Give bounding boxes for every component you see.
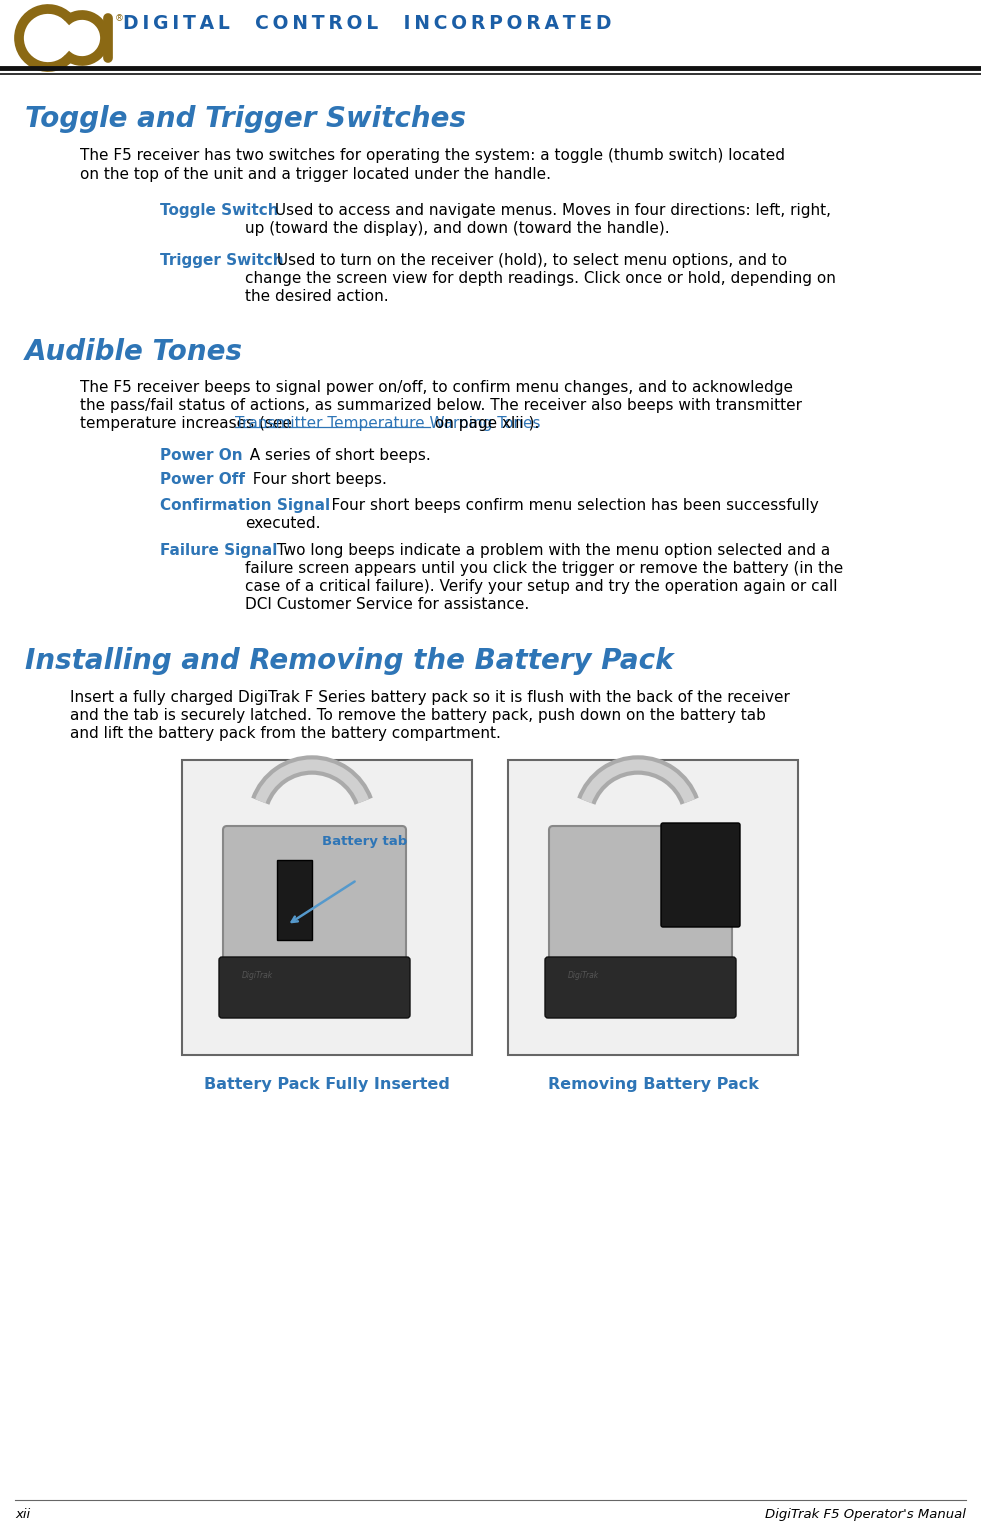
- Text: A series of short beeps.: A series of short beeps.: [240, 448, 431, 463]
- Text: on page xlii ).: on page xlii ).: [430, 416, 540, 431]
- Text: Four short beeps confirm menu selection has been successfully: Four short beeps confirm menu selection …: [312, 498, 819, 514]
- FancyBboxPatch shape: [182, 760, 472, 1055]
- Text: Removing Battery Pack: Removing Battery Pack: [547, 1077, 758, 1093]
- Text: Battery Pack Fully Inserted: Battery Pack Fully Inserted: [204, 1077, 450, 1093]
- Text: DCI Customer Service for assistance.: DCI Customer Service for assistance.: [245, 597, 530, 613]
- Text: DigiTrak: DigiTrak: [568, 971, 599, 980]
- FancyBboxPatch shape: [219, 957, 410, 1018]
- Text: up (toward the display), and down (toward the handle).: up (toward the display), and down (towar…: [245, 221, 670, 236]
- Text: Confirmation Signal: Confirmation Signal: [160, 498, 331, 514]
- Text: the pass/fail status of actions, as summarized below. The receiver also beeps wi: the pass/fail status of actions, as summ…: [80, 398, 802, 413]
- Text: Used to turn on the receiver (hold), to select menu options, and to: Used to turn on the receiver (hold), to …: [272, 253, 787, 268]
- Text: DigiTrak: DigiTrak: [242, 971, 273, 980]
- Text: The F5 receiver beeps to signal power on/off, to confirm menu changes, and to ac: The F5 receiver beeps to signal power on…: [80, 379, 793, 395]
- Text: Toggle Switch: Toggle Switch: [160, 203, 279, 218]
- Text: Power Off: Power Off: [160, 472, 245, 488]
- Text: on the top of the unit and a trigger located under the handle.: on the top of the unit and a trigger loc…: [80, 168, 551, 181]
- Text: Audible Tones: Audible Tones: [25, 338, 243, 366]
- Text: Trigger Switch: Trigger Switch: [160, 253, 284, 268]
- Text: Insert a fully charged DigiTrak F Series battery pack so it is flush with the ba: Insert a fully charged DigiTrak F Series…: [70, 690, 790, 706]
- Text: Transmitter Temperature Warning Tones: Transmitter Temperature Warning Tones: [235, 416, 541, 431]
- Text: Installing and Removing the Battery Pack: Installing and Removing the Battery Pack: [25, 648, 674, 675]
- Text: and lift the battery pack from the battery compartment.: and lift the battery pack from the batte…: [70, 725, 501, 741]
- FancyBboxPatch shape: [545, 957, 736, 1018]
- Text: Power On: Power On: [160, 448, 242, 463]
- Text: failure screen appears until you click the trigger or remove the battery (in the: failure screen appears until you click t…: [245, 561, 844, 576]
- Text: case of a critical failure). Verify your setup and try the operation again or ca: case of a critical failure). Verify your…: [245, 579, 838, 594]
- Text: D I G I T A L   C O N T R O L   I N C O R P O R A T E D: D I G I T A L C O N T R O L I N C O R P …: [123, 14, 611, 34]
- FancyBboxPatch shape: [549, 826, 732, 974]
- Text: change the screen view for depth readings. Click once or hold, depending on: change the screen view for depth reading…: [245, 271, 836, 287]
- Text: Used to access and navigate menus. Moves in four directions: left, right,: Used to access and navigate menus. Moves…: [270, 203, 831, 218]
- Text: temperature increases (see: temperature increases (see: [80, 416, 296, 431]
- Text: ®: ®: [115, 14, 124, 23]
- FancyBboxPatch shape: [661, 823, 740, 927]
- Text: Four short beeps.: Four short beeps.: [243, 472, 387, 488]
- Text: Failure Signal: Failure Signal: [160, 543, 278, 558]
- Text: Two long beeps indicate a problem with the menu option selected and a: Two long beeps indicate a problem with t…: [267, 543, 830, 558]
- Text: executed.: executed.: [245, 517, 321, 530]
- FancyBboxPatch shape: [508, 760, 798, 1055]
- Text: DigiTrak F5 Operator's Manual: DigiTrak F5 Operator's Manual: [765, 1509, 966, 1521]
- Text: and the tab is securely latched. To remove the battery pack, push down on the ba: and the tab is securely latched. To remo…: [70, 709, 766, 722]
- Text: Toggle and Trigger Switches: Toggle and Trigger Switches: [25, 105, 466, 133]
- Text: The F5 receiver has two switches for operating the system: a toggle (thumb switc: The F5 receiver has two switches for ope…: [80, 148, 785, 163]
- FancyBboxPatch shape: [223, 826, 406, 974]
- Text: xii: xii: [15, 1509, 30, 1521]
- FancyBboxPatch shape: [277, 860, 312, 940]
- Text: Battery tab: Battery tab: [322, 835, 407, 847]
- Text: the desired action.: the desired action.: [245, 290, 388, 303]
